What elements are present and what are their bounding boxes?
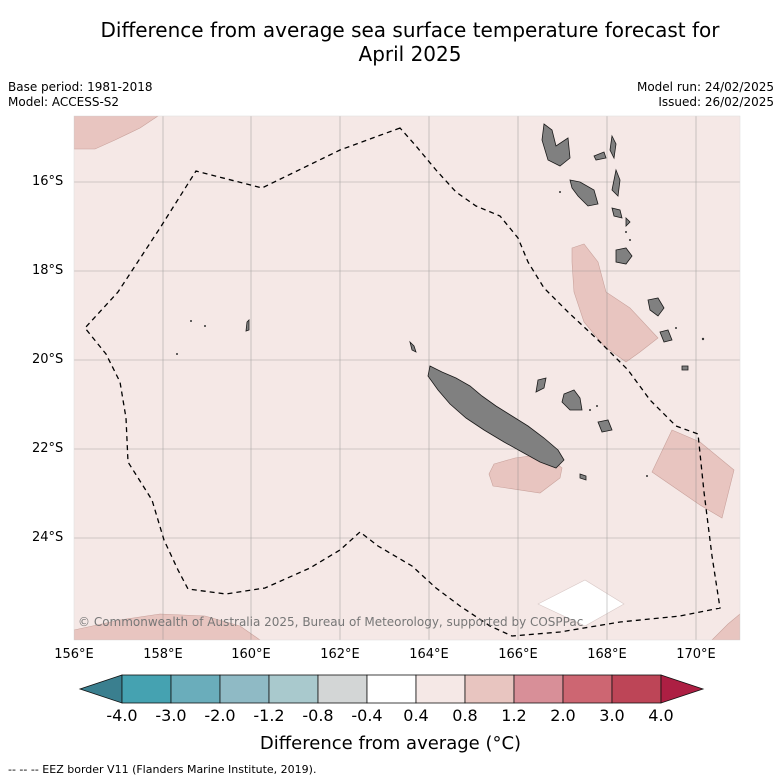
colorbar-bin: [562, 674, 613, 704]
issued-text: Issued: 26/02/2025: [658, 95, 774, 109]
colorbar-bin: [317, 674, 368, 704]
mare-island: [597, 419, 613, 433]
lon-label-170e: 170°E: [676, 647, 716, 662]
title-line-2: April 2025: [358, 42, 462, 66]
base-period-text: Base period: 1981-2018: [8, 80, 153, 94]
lon-label-166e: 166°E: [498, 647, 538, 662]
warm-patch-northwest: [74, 116, 159, 150]
islet: [701, 337, 705, 341]
vanuatu-aneityum: [681, 365, 689, 371]
meta-right: Model run: 24/02/2025 Issued: 26/02/2025: [637, 80, 774, 110]
chesterfield-reef: [245, 319, 250, 332]
lon-label-160e: 160°E: [231, 647, 271, 662]
colorbar-bin: [513, 674, 564, 704]
model-run-text: Model run: 24/02/2025: [636, 80, 774, 94]
map-title: Difference from average sea surface temp…: [40, 18, 780, 66]
colorbar-bin: [415, 674, 466, 704]
lon-label-164e: 164°E: [409, 647, 449, 662]
gridlines: [74, 116, 740, 640]
lifou-island: [561, 389, 583, 411]
islet: [596, 405, 598, 407]
warm-patch-southeast: [711, 613, 740, 640]
lat-label-22s: 22°S: [32, 441, 64, 456]
islet: [204, 325, 206, 327]
colorbar-tick-label: -1.2: [253, 706, 285, 725]
warm-patch-east: [651, 429, 735, 519]
eez-border: [84, 127, 721, 637]
lat-label-24s: 24°S: [32, 530, 64, 545]
vanuatu-tanna: [659, 329, 673, 343]
belep-islands: [409, 340, 417, 353]
colorbar-bin: [268, 674, 319, 704]
colorbar-tick-label: -3.0: [155, 706, 187, 725]
colorbar: [78, 674, 705, 704]
vanuatu-erromango: [647, 297, 665, 317]
lon-label-156e: 156°E: [54, 647, 94, 662]
isle-of-pines: [579, 473, 587, 481]
islet: [646, 475, 648, 477]
colorbar-tick-label: 1.2: [501, 706, 527, 725]
vanuatu-efate: [615, 247, 633, 265]
colorbar-bin: [464, 674, 515, 704]
colorbar-tick-label: 0.8: [452, 706, 478, 725]
small-islets: [176, 191, 705, 477]
colorbar-max-extension: [660, 674, 705, 704]
vanuatu-maewo-pentecost: [609, 134, 621, 197]
lon-label-168e: 168°E: [587, 647, 627, 662]
land-masses: [245, 123, 689, 481]
colorbar-title: Difference from average (°C): [259, 733, 522, 754]
vanuatu-espiritu-santo: [541, 123, 571, 167]
new-caledonia: [427, 365, 565, 469]
colorbar-tick-label: 2.0: [550, 706, 576, 725]
meta-left: Base period: 1981-2018 Model: ACCESS-S2: [8, 80, 153, 110]
vanuatu-epi-shepherd: [611, 207, 631, 227]
lon-label-162e: 162°E: [320, 647, 360, 662]
warm-patch-southwest: [74, 613, 261, 640]
islet: [176, 353, 178, 355]
colorbar-tick-label: 4.0: [648, 706, 674, 725]
lat-label-20s: 20°S: [32, 352, 64, 367]
islet: [190, 320, 192, 322]
islet: [675, 327, 677, 329]
colorbar-tick-label: -2.0: [204, 706, 236, 725]
warm-patch-north-vanuatu: [571, 243, 659, 363]
warm-anomaly-regions: [74, 116, 740, 640]
title-line-1: Difference from average sea surface temp…: [100, 18, 720, 42]
copyright-text: © Commonwealth of Australia 2025, Bureau…: [78, 615, 583, 629]
colorbar-tick-label: -0.4: [351, 706, 383, 725]
colorbar-bin: [219, 674, 270, 704]
colorbar-bin: [366, 674, 417, 704]
colorbar-min-extension: [78, 674, 123, 704]
colorbar-bin: [170, 674, 221, 704]
neutral-anomaly-patch: [537, 579, 625, 627]
colorbar-bin: [611, 674, 662, 704]
lon-label-158e: 158°E: [143, 647, 183, 662]
ouvea-island: [535, 377, 547, 393]
lat-label-16s: 16°S: [32, 174, 64, 189]
map-frame: [73, 115, 741, 641]
colorbar-tick-label: -4.0: [106, 706, 138, 725]
colorbar-tick-label: -0.8: [302, 706, 334, 725]
islet: [625, 231, 627, 233]
eez-footnote: -- -- -- EEZ border V11 (Flanders Marine…: [8, 763, 317, 776]
lat-label-18s: 18°S: [32, 263, 64, 278]
model-text: Model: ACCESS-S2: [8, 95, 120, 109]
vanuatu-malakula: [569, 179, 599, 207]
islet: [559, 191, 561, 193]
islet: [629, 239, 631, 241]
ocean-background: [74, 116, 740, 640]
islet: [589, 409, 591, 411]
colorbar-bin: [121, 674, 172, 704]
colorbar-tick-label: 3.0: [599, 706, 625, 725]
colorbar-tick-label: 0.4: [403, 706, 429, 725]
vanuatu-ambae: [593, 151, 607, 161]
